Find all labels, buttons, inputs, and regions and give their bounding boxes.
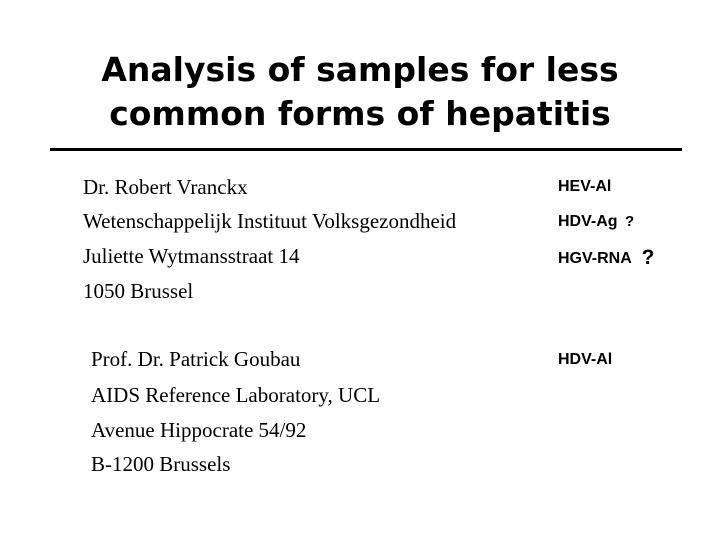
slide-title: Analysis of samples for less common form… (0, 48, 720, 136)
test-hgv-rna-label: HGV-RNA (558, 250, 632, 267)
contact-2-name: Prof. Dr. Patrick Goubau (91, 347, 301, 371)
contact-1-name: Dr. Robert Vranckx (83, 175, 248, 199)
contact-2-street: Avenue Hippocrate 54/92 (91, 418, 307, 442)
title-line-2: common forms of hepatitis (109, 94, 611, 133)
contact-2-city: B-1200 Brussels (91, 452, 231, 476)
title-line-1: Analysis of samples for less (101, 50, 619, 89)
contact-1-institute: Wetenschappelijk Instituut Volksgezondhe… (83, 209, 457, 233)
contact-2-lab: AIDS Reference Laboratory, UCL (91, 383, 381, 407)
test-hdv-ag: HDV-Ag ? (558, 212, 634, 232)
test-hdv-ag-label: HDV-Ag (558, 213, 618, 230)
contact-1-street: Juliette Wytmansstraat 14 (83, 244, 300, 268)
title-divider (50, 148, 682, 151)
test-hdv-al: HDV-Al (558, 351, 613, 368)
test-hev-al: HEV-Al (558, 178, 612, 195)
test-hgv-rna: HGV-RNA ? (558, 247, 654, 269)
contact-1-city: 1050 Brussel (83, 279, 194, 303)
test-hdv-ag-question: ? (625, 213, 635, 230)
test-hgv-rna-question: ? (641, 246, 655, 269)
